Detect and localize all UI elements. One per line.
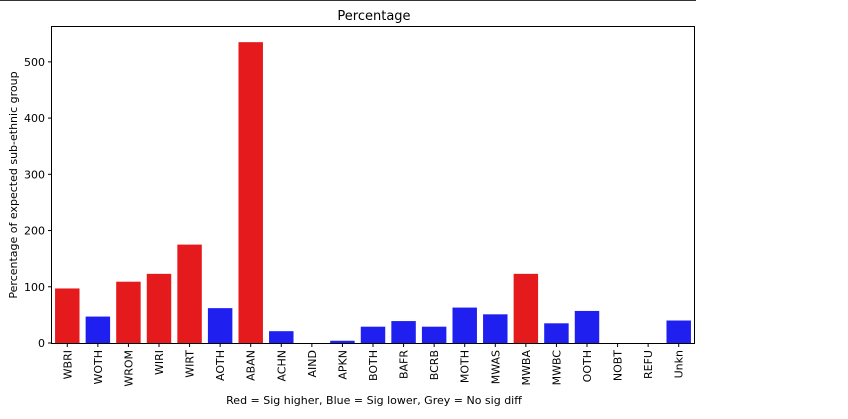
bar-bafr [391,321,416,343]
bars-group [55,42,691,344]
x-tick-label: APKN [336,350,349,380]
x-tick-label: WIRI [153,350,166,375]
x-tick-label: WBRI [61,350,74,379]
bar-wrom [116,281,141,343]
x-tick-label: WOTH [92,350,105,385]
bar-wbri [55,288,80,343]
x-tick-label: WIRT [184,350,197,378]
bar-woth [85,316,111,343]
y-axis-ticks: 0 100 200 300 400 500 [24,56,52,350]
x-tick-label: MWAS [489,350,502,384]
bar-moth [452,307,477,343]
bar-unkn [666,320,691,343]
x-tick-label: BAFR [398,350,411,379]
x-tick-label: BCRB [428,350,441,380]
bar-mwba [513,273,539,343]
bar-ooth [574,310,600,343]
x-tick-label: NOBT [612,350,625,381]
bar-wirt [177,244,202,343]
x-axis-label: Red = Sig higher, Blue = Sig lower, Grey… [226,394,522,407]
bar-achn [269,331,294,343]
bar-apkn [330,340,355,343]
x-tick-label: WROM [122,350,135,387]
y-axis-label: Percentage of expected sub-ethnic group [7,71,20,298]
x-tick-label: MWBC [550,350,563,386]
y-tick-label: 400 [24,112,45,125]
x-tick-label: AIND [306,350,319,377]
chart-title: Percentage [337,9,410,24]
bar-aban [238,42,263,344]
bar-wiri [146,273,172,343]
x-axis-ticks: WBRI WOTH WROM WIRI WIRT AOTH ABAN ACHN AIND APKN… [61,343,686,387]
x-tick-label: MWBA [520,350,533,386]
y-tick-label: 200 [24,225,45,238]
y-tick-label: 0 [38,337,45,350]
x-tick-label: Unkn [673,350,686,378]
bar-aoth [207,308,233,343]
y-tick-label: 500 [24,56,45,69]
x-tick-label: REFU [642,350,655,379]
x-tick-label: ABAN [245,350,258,381]
bar-mwas [483,314,508,343]
bar-bcrb [421,326,447,343]
x-tick-label: MOTH [459,350,472,383]
x-tick-label: BOTH [367,350,380,381]
bar-both [360,326,386,343]
x-tick-label: AOTH [214,350,227,381]
x-tick-label: ACHN [275,350,288,382]
y-tick-label: 100 [24,281,45,294]
x-tick-label: OOTH [581,350,594,382]
bar-mwbc [544,323,569,343]
y-tick-label: 300 [24,168,45,181]
